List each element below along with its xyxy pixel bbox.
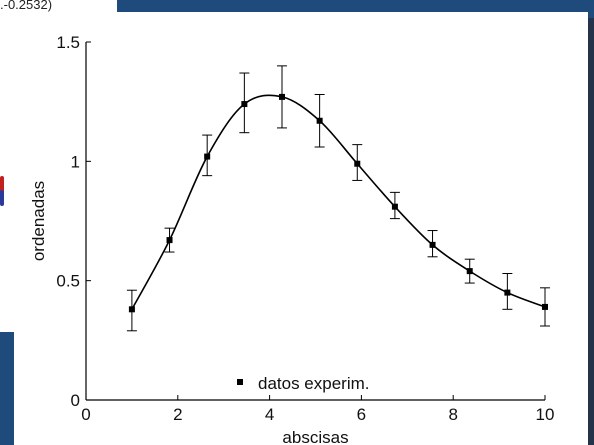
x-tick-label: 2 [173,405,182,424]
error-bars [126,65,550,332]
x-tick-label: 0 [81,405,90,424]
series-lines [131,94,546,310]
data-point [241,101,248,108]
x-tick-label: 6 [357,405,366,424]
data-point [278,93,285,100]
x-tick-label: 8 [448,405,457,424]
x-tick-label: 4 [265,405,274,424]
background-right-strip [588,18,594,445]
x-ticks: 0 2 4 6 8 10 [81,395,554,424]
data-point [316,117,323,124]
y-tick-label: 0 [71,391,80,410]
legend-label: datos experim. [258,374,370,393]
series-line [131,94,546,310]
x-axis-label: abscisas [282,428,348,445]
y-tick-label: 0.5 [56,272,80,291]
data-point [204,153,211,160]
background-caption: .-0.2532) [0,0,53,12]
background-edge-mark-red [0,176,4,196]
y-ticks: 0 0.5 1 1.5 [56,33,91,410]
plot-panel [14,12,588,445]
data-point [354,160,361,167]
background-left-panel [0,332,14,445]
data-point [429,241,436,248]
data-point [166,237,173,244]
axes: 0 2 4 6 8 10 0 0.5 1 1.5 [56,33,554,424]
data-point [128,306,135,313]
x-tick-label: 10 [536,405,555,424]
background-edge-mark-blue [0,190,4,206]
y-axis-label: ordenadas [29,181,48,261]
data-point [391,203,398,210]
data-point [504,289,511,296]
legend-marker [237,379,243,385]
data-point [542,303,548,310]
y-tick-label: 1.5 [56,33,80,52]
data-points [128,93,548,313]
data-point [466,268,473,275]
y-tick-label: 1 [71,152,80,171]
legend: datos experim. [237,374,370,393]
